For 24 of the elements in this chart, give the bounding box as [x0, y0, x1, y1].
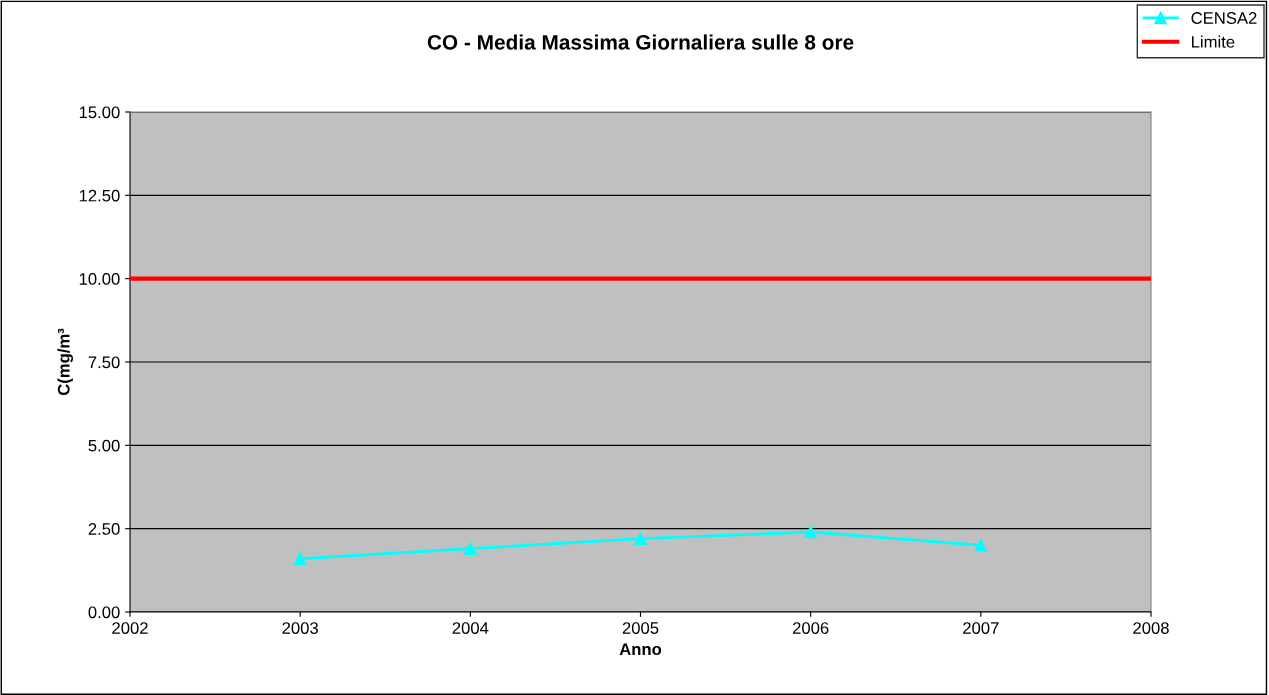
- y-tick-label: 12.50: [79, 189, 120, 202]
- x-tick-label: 2002: [112, 622, 148, 634]
- point: [464, 542, 477, 555]
- x-tick-label: 2006: [792, 622, 829, 634]
- x-tick-label: 2005: [622, 622, 659, 634]
- y-tick-label: 7.50: [88, 356, 120, 369]
- y-axis-title: C(mg/m³: [57, 328, 74, 396]
- y-tick-label: 10.00: [79, 273, 120, 285]
- x-tick-label: 2007: [963, 622, 999, 634]
- y-tick-label: 15.00: [79, 106, 120, 119]
- y-tick-label: 2.50: [88, 523, 120, 535]
- x-tick-label: 2003: [282, 622, 318, 634]
- x-tick-label: 2004: [452, 622, 489, 634]
- legend-label: CENSA2: [1191, 12, 1257, 24]
- chart-title: CO - Media Massima Giornaliera sulle 8 ore: [427, 34, 854, 50]
- y-tick-label: 0.00: [88, 606, 120, 619]
- y-tick-label: 5.00: [88, 439, 120, 452]
- point: [974, 539, 988, 552]
- x-axis-title: Anno: [619, 643, 662, 656]
- point: [804, 525, 817, 539]
- legend-label: Limite: [1192, 35, 1235, 48]
- x-tick-label: 2008: [1133, 622, 1169, 634]
- point: [634, 532, 647, 545]
- point: [293, 552, 307, 565]
